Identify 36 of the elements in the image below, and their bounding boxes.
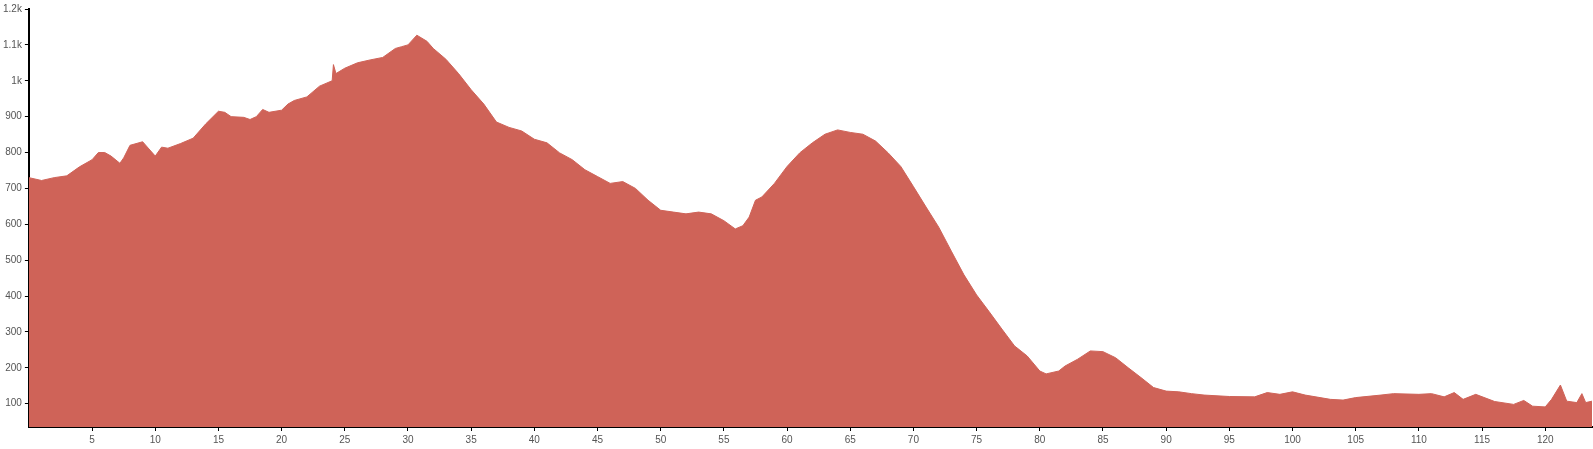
y-tick-label: 500 (5, 253, 23, 265)
y-tick-label: 900 (5, 110, 23, 122)
y-tick-label: 200 (5, 361, 23, 373)
y-tick-label: 100 (5, 397, 23, 409)
y-tick-label: 1k (11, 74, 23, 86)
x-tick-label: 45 (591, 433, 604, 445)
y-tick-label: 700 (5, 182, 23, 194)
x-tick-label: 40 (528, 433, 541, 445)
y-tick-label: 600 (5, 218, 23, 230)
x-tick-label: 20 (276, 433, 288, 445)
x-tick-label: 10 (149, 433, 162, 445)
x-tick-label: 75 (971, 433, 983, 445)
x-tick-label: 85 (1097, 433, 1109, 445)
y-tick-label: 400 (5, 289, 23, 301)
x-tick-label: 60 (781, 433, 794, 445)
x-tick-label: 30 (402, 433, 414, 445)
x-tick-label: 90 (1160, 433, 1173, 445)
x-tick-label: 110 (1410, 433, 1428, 445)
x-tick-label: 25 (339, 433, 351, 445)
x-tick-label: 115 (1474, 433, 1491, 445)
x-tick-label: 15 (212, 433, 225, 445)
x-tick-label: 65 (844, 433, 857, 445)
x-tick-label: 50 (655, 433, 667, 445)
x-tick-label: 105 (1347, 433, 1365, 445)
y-tick-label: 800 (5, 146, 23, 158)
x-tick-label: 35 (465, 433, 478, 445)
x-tick-label: 100 (1284, 433, 1302, 445)
x-tick-label: 55 (718, 433, 730, 445)
x-tick-label: 80 (1034, 433, 1046, 445)
x-tick-label: 70 (907, 433, 920, 445)
y-tick-label: 1.2k (3, 2, 23, 14)
y-tick-label: 300 (5, 325, 23, 337)
x-tick-label: 120 (1536, 433, 1555, 445)
x-tick-label: 5 (89, 433, 96, 445)
y-tick-label: 1.1k (3, 38, 23, 50)
x-tick-label: 95 (1223, 433, 1236, 445)
